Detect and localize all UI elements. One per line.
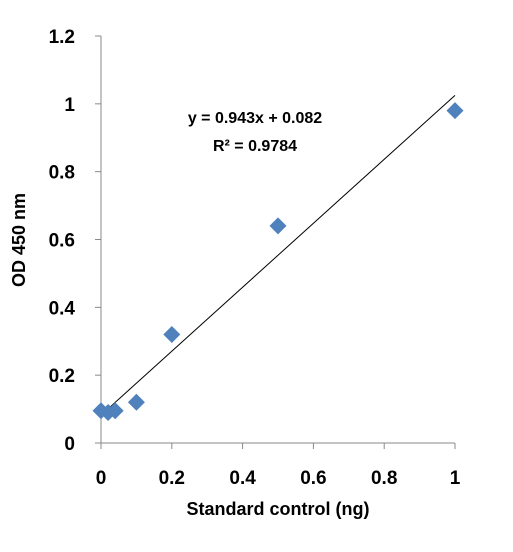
x-tick-label: 0.6 (300, 468, 326, 489)
x-tick-label: 0.4 (229, 468, 256, 489)
y-tick-label: 0.4 (49, 298, 76, 319)
y-tick-label: 0.2 (49, 366, 75, 387)
data-points (92, 102, 464, 421)
x-tick-label: 0 (96, 468, 107, 489)
x-axis-title: Standard control (ng) (187, 499, 370, 519)
x-axis-ticks (100, 443, 456, 449)
y-axis-tick-labels: 0 0.2 0.4 0.6 0.8 1 1.2 (49, 27, 76, 455)
y-tick-label: 1.2 (49, 27, 75, 48)
data-point (446, 102, 464, 120)
y-axis-title: OD 450 nm (9, 193, 29, 287)
r-squared-label: R² = 0.9784 (213, 138, 297, 155)
data-point (269, 217, 287, 235)
x-axis-tick-labels: 0 0.2 0.4 0.6 0.8 1 (96, 468, 461, 489)
trendline (100, 94, 456, 416)
y-tick-label: 0.8 (49, 163, 75, 184)
data-point (163, 325, 181, 343)
data-point (127, 393, 145, 411)
trendline-equation: y = 0.943x + 0.082 (188, 110, 322, 127)
y-axis-ticks (95, 35, 101, 444)
x-tick-label: 0.8 (371, 468, 397, 489)
y-tick-label: 0.6 (49, 231, 75, 252)
x-tick-label: 0.2 (159, 468, 185, 489)
y-tick-label: 0 (64, 434, 75, 455)
data-point (106, 402, 124, 420)
y-tick-label: 1 (64, 95, 75, 116)
x-tick-label: 1 (450, 468, 461, 489)
